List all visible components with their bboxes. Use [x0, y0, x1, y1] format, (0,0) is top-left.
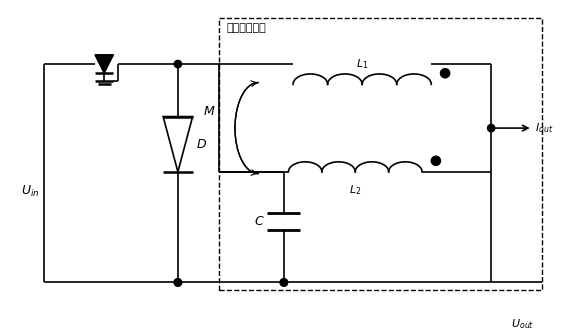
Circle shape	[280, 279, 288, 286]
Text: I$_{out}$: I$_{out}$	[536, 121, 554, 135]
Circle shape	[280, 279, 288, 286]
Text: U$_{out}$: U$_{out}$	[511, 317, 534, 329]
Text: U$_{in}$: U$_{in}$	[21, 184, 40, 199]
Circle shape	[174, 279, 182, 286]
Circle shape	[488, 124, 495, 132]
Circle shape	[431, 156, 441, 165]
Text: L$_{2}$: L$_{2}$	[349, 183, 362, 197]
Text: M: M	[204, 106, 214, 118]
Circle shape	[174, 60, 182, 68]
Polygon shape	[95, 55, 113, 73]
Text: C: C	[255, 215, 264, 228]
Text: D: D	[196, 138, 206, 151]
Bar	[219, 18, 542, 290]
Circle shape	[441, 69, 449, 78]
Text: L$_{1}$: L$_{1}$	[356, 57, 369, 71]
Text: 纹波抑消电路: 纹波抑消电路	[227, 23, 267, 33]
Circle shape	[174, 279, 182, 286]
